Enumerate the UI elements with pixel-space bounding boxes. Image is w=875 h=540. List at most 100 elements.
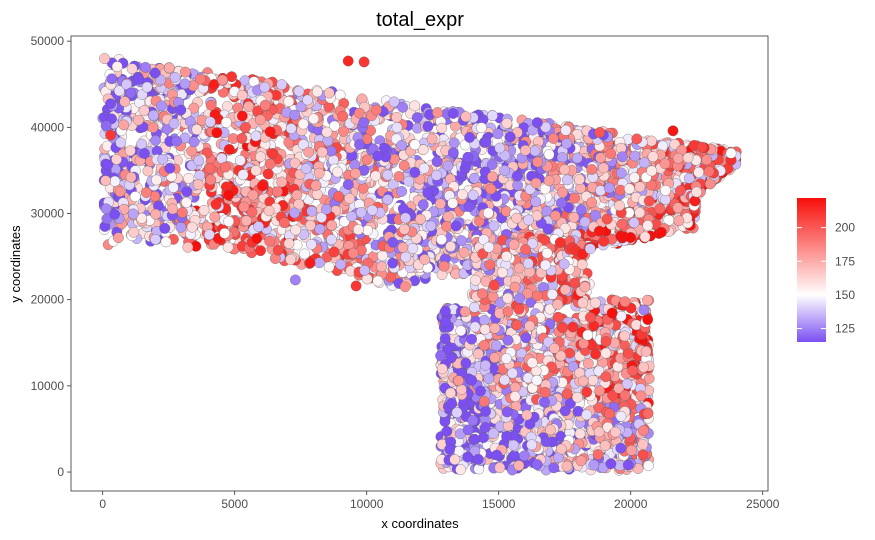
data-point — [115, 137, 127, 149]
data-point — [450, 220, 462, 232]
data-point — [100, 120, 112, 132]
data-point — [171, 135, 182, 147]
data-point — [557, 322, 568, 333]
data-point — [313, 257, 325, 269]
data-point — [448, 137, 460, 149]
data-point — [243, 101, 255, 112]
data-point — [251, 233, 263, 244]
data-point — [285, 123, 297, 134]
data-point — [125, 87, 137, 99]
data-point — [382, 194, 394, 205]
data-point — [175, 221, 187, 233]
data-point — [203, 229, 215, 241]
data-point — [393, 171, 405, 182]
data-point — [657, 140, 669, 152]
data-point — [182, 241, 194, 253]
data-point — [372, 275, 384, 287]
data-point — [118, 119, 130, 131]
data-point — [593, 225, 605, 237]
data-point — [148, 109, 159, 121]
data-point — [264, 158, 276, 170]
data-point — [400, 251, 412, 263]
data-point — [217, 74, 228, 86]
data-point — [181, 186, 193, 197]
data-point — [513, 262, 525, 274]
data-point — [426, 133, 438, 145]
data-point — [250, 130, 262, 142]
data-point — [290, 224, 302, 236]
data-point — [494, 142, 506, 154]
data-point — [382, 169, 394, 181]
data-point — [439, 333, 451, 345]
data-point — [240, 121, 251, 133]
data-point — [655, 226, 667, 238]
data-point — [529, 145, 541, 157]
data-point — [310, 180, 322, 191]
data-point — [487, 171, 498, 183]
data-point — [272, 244, 284, 256]
data-point — [411, 112, 423, 123]
data-point — [520, 144, 531, 156]
data-point — [660, 185, 671, 196]
data-point — [485, 183, 497, 195]
data-point — [362, 224, 373, 236]
data-point — [283, 238, 295, 249]
data-point — [372, 150, 383, 162]
data-point — [133, 114, 144, 126]
data-point — [353, 224, 364, 235]
data-point — [223, 216, 235, 227]
data-point — [302, 94, 313, 106]
data-point — [321, 203, 332, 215]
data-point — [321, 126, 333, 138]
data-point — [445, 241, 456, 252]
data-point — [504, 131, 516, 143]
data-point — [432, 107, 443, 118]
data-point — [209, 211, 221, 223]
data-point — [600, 347, 612, 359]
data-point — [168, 182, 179, 193]
data-point — [683, 172, 695, 184]
data-point — [180, 66, 191, 78]
data-point — [138, 105, 150, 117]
data-point — [693, 166, 705, 178]
data-point — [346, 211, 357, 222]
data-point — [418, 162, 430, 174]
data-point — [550, 210, 561, 222]
data-point — [250, 165, 262, 176]
data-point — [191, 124, 203, 135]
data-point — [300, 163, 312, 174]
data-point — [397, 101, 408, 113]
data-point — [642, 220, 654, 231]
data-point — [141, 187, 152, 198]
data-point — [511, 170, 523, 182]
data-point — [326, 234, 337, 245]
data-point — [102, 159, 114, 171]
data-point — [106, 73, 118, 85]
data-point — [488, 220, 500, 232]
data-point — [617, 151, 628, 163]
data-point — [236, 133, 248, 144]
data-point — [576, 204, 587, 215]
data-point — [501, 431, 512, 442]
data-point — [241, 215, 252, 227]
data-point — [262, 168, 274, 180]
data-point — [125, 171, 137, 183]
data-point — [276, 176, 288, 188]
data-point — [105, 98, 116, 110]
data-point — [370, 170, 381, 182]
data-point — [422, 121, 434, 132]
data-point — [337, 110, 349, 122]
data-point — [204, 162, 216, 174]
data-point — [642, 294, 653, 306]
data-point — [359, 265, 370, 276]
data-point — [128, 226, 140, 238]
data-point — [328, 154, 339, 166]
data-point — [682, 152, 694, 164]
data-point — [409, 139, 421, 151]
data-point — [223, 144, 235, 155]
data-point — [479, 314, 490, 326]
data-point — [272, 186, 283, 198]
data-point — [435, 198, 446, 210]
data-point — [511, 212, 523, 224]
data-point — [562, 174, 573, 186]
